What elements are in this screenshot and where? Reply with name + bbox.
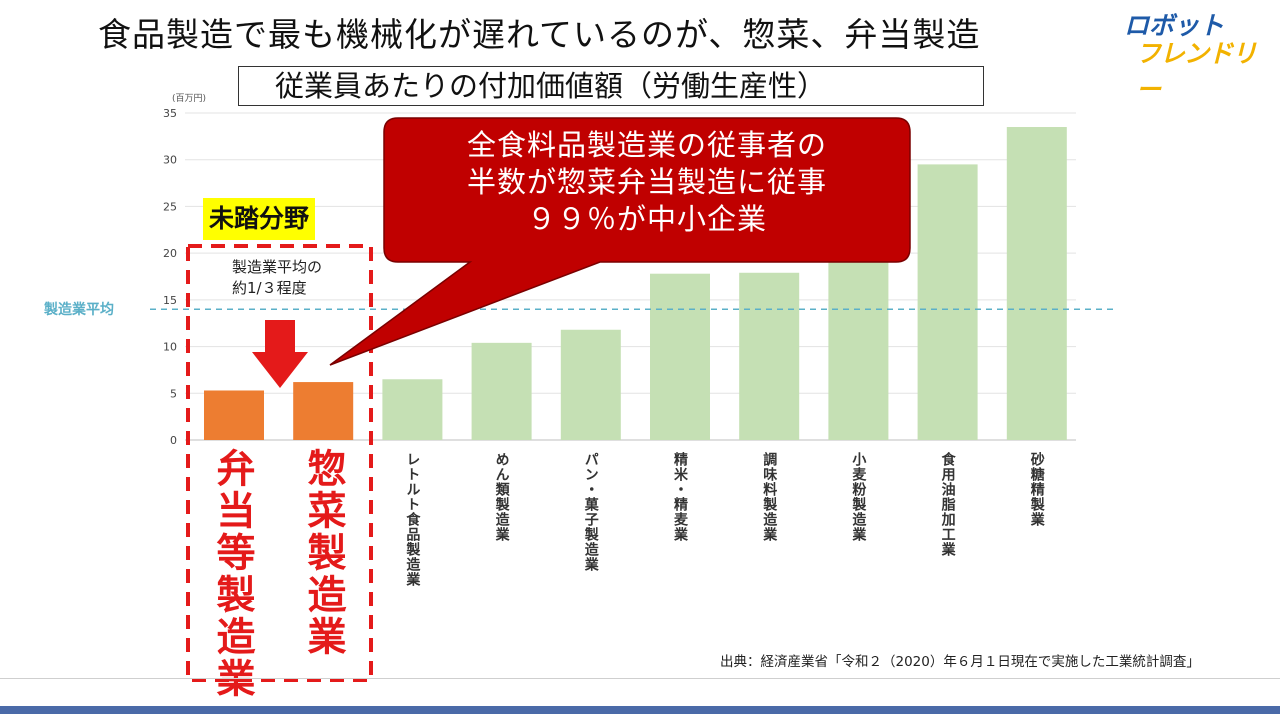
down-arrow-icon	[252, 320, 308, 388]
bar	[293, 382, 354, 440]
slide-title: 食品製造で最も機械化が遅れているのが、惣菜、弁当製造	[98, 15, 981, 54]
logo-line2: フレンドリー	[1136, 39, 1257, 104]
y-tick-label: 35	[163, 107, 177, 120]
logo-line1: ロボット	[1124, 11, 1225, 40]
bar	[471, 342, 532, 440]
y-tick-label: 10	[163, 341, 177, 354]
callout-line: 半数が惣菜弁当製造に従事	[466, 165, 827, 199]
bar	[1006, 127, 1067, 440]
x-category-label: レトルト食品製造業	[404, 452, 421, 587]
source-note: 出典：経済産業省「令和２（2020）年６月１日現在で実施した工業統計調査」	[720, 654, 1200, 670]
bar	[917, 164, 978, 440]
callout-bubble	[329, 117, 911, 366]
unexplored-field-badge: 未踏分野	[203, 198, 315, 240]
bar	[828, 262, 889, 440]
callout-line: 全食料品製造業の従事者の	[466, 128, 827, 162]
bar	[560, 329, 621, 440]
x-category-label: 食用油脂加工業	[940, 451, 957, 557]
callout-text: 全食料品製造業の従事者の 半数が惣菜弁当製造に従事 ９９％が中小企業	[392, 127, 902, 238]
x-category-label: パン・菓子製造業	[583, 452, 600, 572]
footer-divider	[0, 678, 1280, 679]
highlight-label-sozai: 惣菜製造業	[301, 448, 346, 658]
callout-line: ９９％が中小企業	[526, 202, 767, 236]
footer-bar	[0, 706, 1280, 714]
slide-subtitle: 従業員あたりの付加価値額（労働生産性）	[238, 66, 984, 106]
highlight-label-bento: 弁当等製造業	[210, 448, 255, 700]
x-category-label: 砂糖精製業	[1029, 451, 1046, 527]
bar	[204, 390, 264, 440]
x-category-label: めん類製造業	[494, 452, 511, 542]
y-unit-label: (百万円)	[172, 93, 206, 104]
average-note: 製造業平均の 約1/３程度	[232, 257, 322, 299]
average-label: 製造業平均	[43, 301, 114, 318]
bar	[739, 272, 800, 440]
y-tick-label: 30	[163, 154, 177, 167]
robot-friendly-logo: ロボット フレンドリー	[1118, 6, 1268, 104]
note-line: 約1/３程度	[232, 279, 307, 297]
x-category-label: 調味料製造業	[761, 451, 778, 542]
bar	[650, 273, 710, 440]
y-tick-label: 20	[163, 247, 177, 260]
y-tick-label: 15	[163, 294, 177, 307]
bar	[382, 379, 443, 440]
y-tick-label: 25	[163, 200, 177, 213]
y-tick-label: 5	[170, 387, 177, 400]
x-category-label: 精米・精麦業	[672, 451, 689, 542]
x-category-label: 小麦粉製造業	[850, 452, 867, 542]
y-tick-label: 0	[170, 434, 177, 447]
highlight-dashed-box	[186, 244, 373, 682]
note-line: 製造業平均の	[232, 258, 323, 276]
